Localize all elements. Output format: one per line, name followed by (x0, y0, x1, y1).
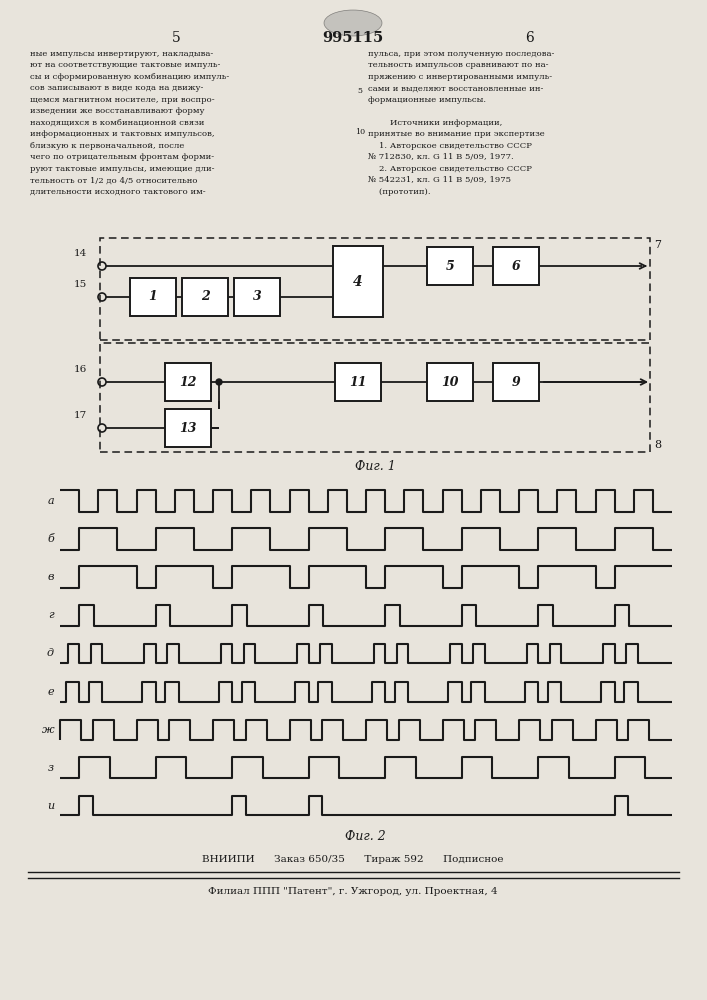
Text: 2: 2 (201, 290, 209, 304)
Text: 15: 15 (74, 280, 87, 289)
Text: 10: 10 (355, 128, 365, 136)
Text: 13: 13 (180, 422, 197, 434)
Bar (335, 363, 381, 401)
Text: 14: 14 (74, 249, 87, 258)
Bar (130, 278, 176, 316)
Text: пульса, при этом полученную последова-
тельность импульсов сравнивают по на-
пря: пульса, при этом полученную последова- т… (368, 50, 554, 196)
Bar (333, 246, 383, 317)
Bar (427, 363, 473, 401)
Text: ж: ж (42, 725, 54, 735)
Text: 17: 17 (74, 411, 87, 420)
Text: в: в (47, 572, 54, 582)
Text: г: г (48, 610, 54, 620)
Text: 11: 11 (349, 375, 367, 388)
Text: 4: 4 (354, 274, 363, 288)
Text: 8: 8 (654, 440, 661, 450)
Text: 5: 5 (357, 87, 362, 95)
Text: д: д (47, 648, 54, 658)
Text: Фиг. 1: Фиг. 1 (355, 460, 395, 474)
Text: 10: 10 (441, 375, 459, 388)
Text: ВНИИПИ      Заказ 650/35      Тираж 592      Подписное: ВНИИПИ Заказ 650/35 Тираж 592 Подписное (202, 856, 504, 864)
Text: 7: 7 (654, 240, 661, 250)
Circle shape (216, 379, 222, 385)
Bar (165, 409, 211, 447)
Bar (234, 278, 280, 316)
Bar (100, 343, 650, 452)
Text: а: а (47, 496, 54, 506)
Bar (493, 363, 539, 401)
Bar (493, 247, 539, 285)
Text: 9: 9 (512, 375, 520, 388)
Bar (100, 238, 650, 340)
Text: 5: 5 (445, 259, 455, 272)
Text: ные импульсы инвертируют, накладыва-
ют на соответствующие тактовые импуль-
сы и: ные импульсы инвертируют, накладыва- ют … (30, 50, 229, 196)
Text: б: б (47, 534, 54, 544)
Bar (165, 363, 211, 401)
Text: 995115: 995115 (322, 31, 384, 45)
Text: 5: 5 (172, 31, 180, 45)
Ellipse shape (324, 10, 382, 36)
Bar (427, 247, 473, 285)
Bar (182, 278, 228, 316)
Text: 1: 1 (148, 290, 158, 304)
Text: 16: 16 (74, 365, 87, 374)
Text: и: и (47, 801, 54, 811)
Text: 6: 6 (525, 31, 534, 45)
Text: з: з (48, 763, 54, 773)
Text: 3: 3 (252, 290, 262, 304)
Text: Фиг. 2: Фиг. 2 (344, 830, 385, 844)
Text: е: е (47, 687, 54, 697)
Text: 6: 6 (512, 259, 520, 272)
Text: 12: 12 (180, 375, 197, 388)
Text: Филиал ППП "Патент", г. Ужгород, ул. Проектная, 4: Филиал ППП "Патент", г. Ужгород, ул. Про… (208, 888, 498, 896)
